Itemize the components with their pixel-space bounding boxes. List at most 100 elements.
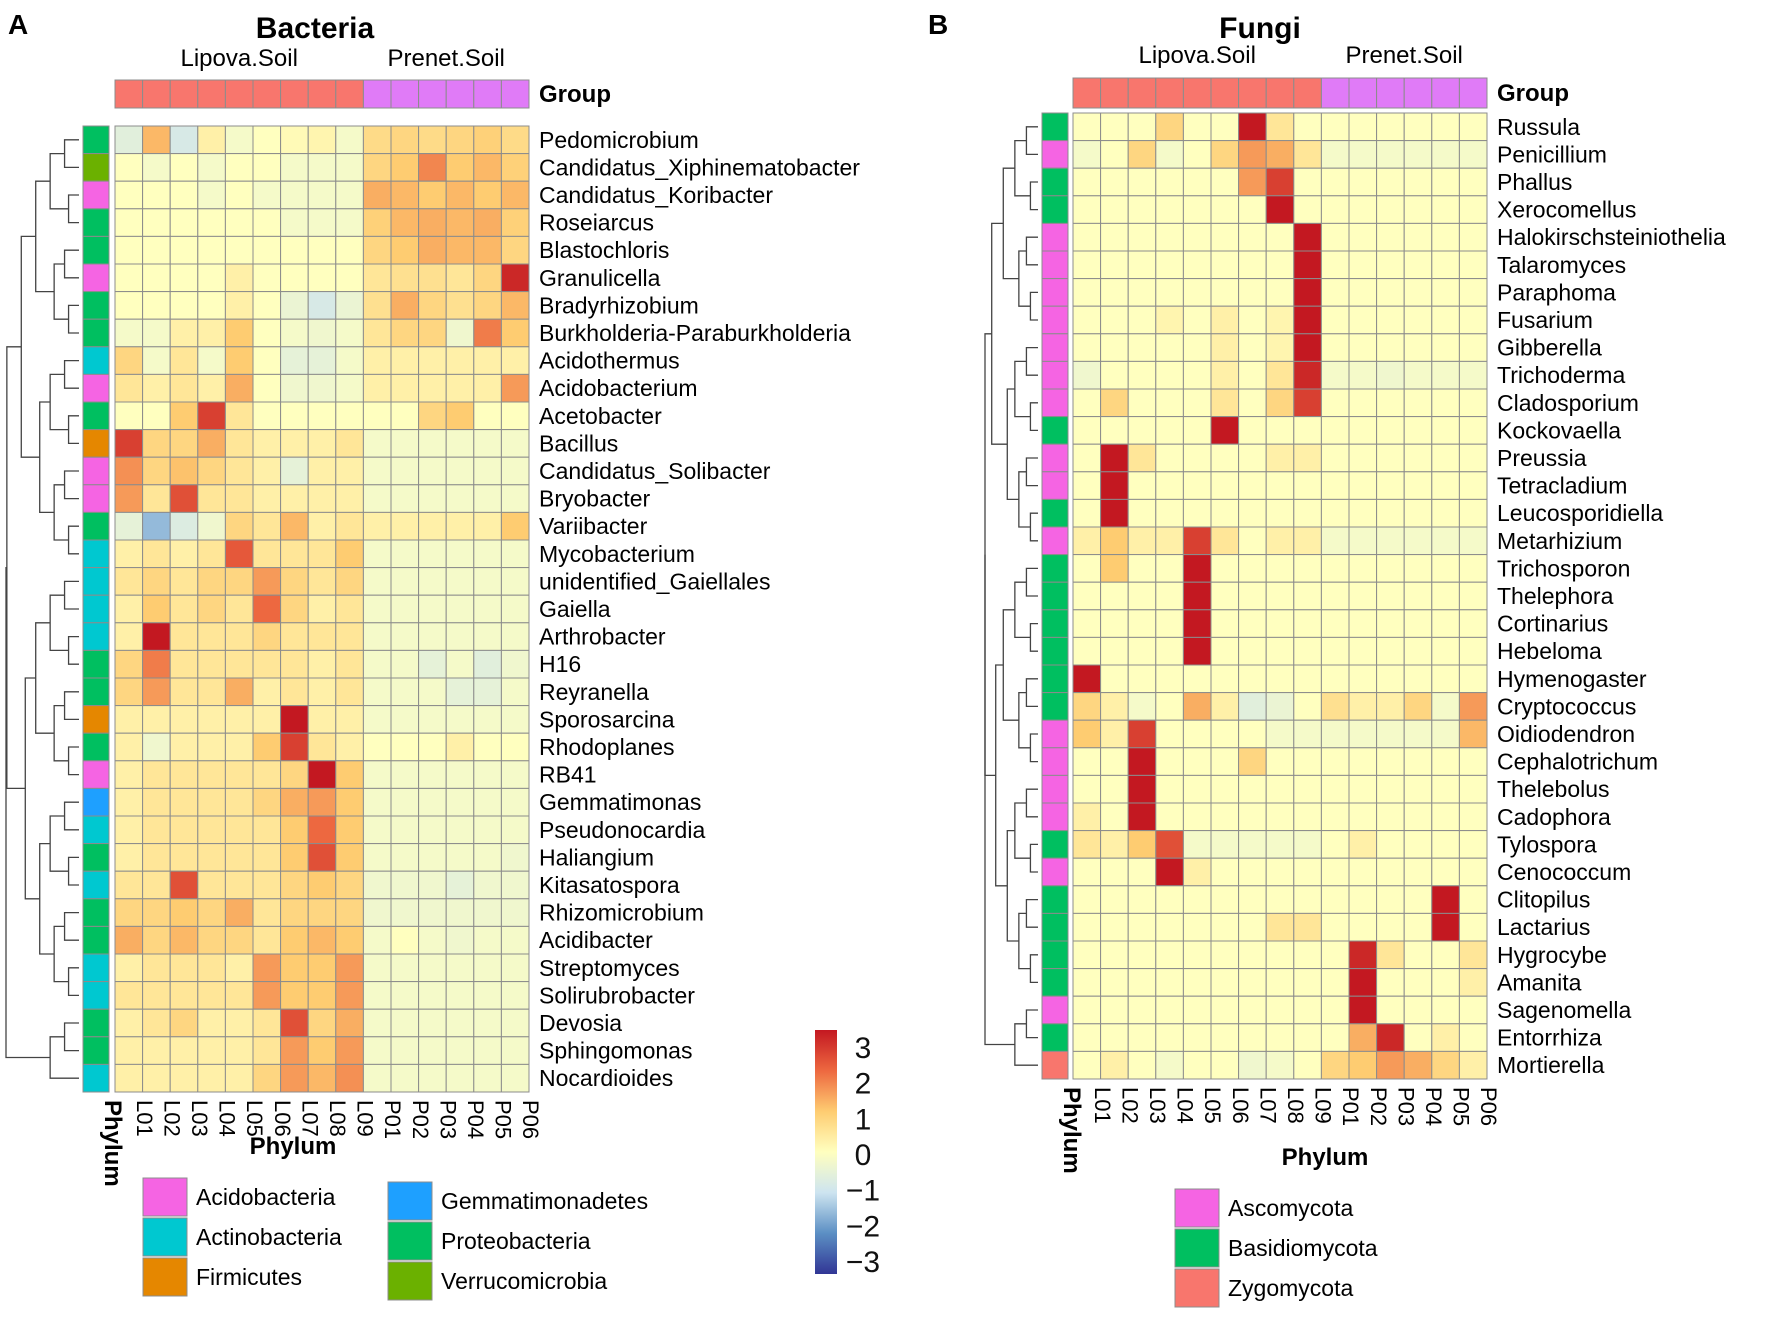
heatmap-cell [169,677,199,707]
heatmap-cell [1155,333,1184,362]
heatmap-cell [169,787,199,817]
heatmap-cell [1376,774,1405,804]
heatmap-cell [500,180,530,210]
heatmap-cell [197,1036,226,1065]
heatmap-cell [335,511,364,541]
heatmap-cell [1376,388,1405,418]
heatmap-cell [1320,167,1350,197]
heatmap-cell [1155,554,1184,583]
group-cell [1431,77,1460,109]
heatmap-cell [1348,278,1378,307]
heatmap-cell [1320,664,1350,694]
heatmap-cell [114,318,144,348]
heatmap-cell [1320,940,1350,970]
chart-title: Fungi [1219,12,1301,45]
heatmap-cell [1265,471,1295,500]
heatmap-cell [500,1036,530,1065]
heatmap-cell [1320,692,1350,721]
heatmap-cell [1403,195,1433,224]
legend-swatch [1174,1188,1220,1228]
column-label: P06 [518,1100,543,1139]
heatmap-cell [1293,885,1322,914]
row-label: Kockovaella [1497,417,1621,443]
heatmap-cell [1403,692,1433,721]
heatmap-cell [1320,360,1350,390]
heatmap-cell [1100,305,1129,335]
heatmap-cell [114,1063,144,1093]
heatmap-cell [142,705,171,734]
heatmap-cell [114,125,144,155]
heatmap-cell [1155,278,1184,307]
heatmap-cell [1293,1050,1322,1080]
heatmap-cell [1155,774,1184,804]
heatmap-cell [1431,222,1460,252]
heatmap-cell [335,815,364,845]
heatmap-cell [1100,1050,1129,1080]
heatmap-cell [418,677,447,707]
heatmap-cell [1458,278,1488,307]
heatmap-cell [307,925,337,955]
heatmap-cell [362,760,392,789]
legend-swatch [142,1217,188,1257]
heatmap-cell [418,318,447,348]
heatmap-cell [473,898,502,927]
phylum-cell [82,898,110,927]
heatmap-cell [252,539,282,569]
heatmap-cell [224,953,254,983]
phylum-cell [82,649,110,679]
heatmap-cell [1210,664,1240,694]
phylum-cell [82,1036,110,1065]
heatmap-cell [169,594,199,624]
heatmap-cell [1100,912,1129,942]
heatmap-cell [1458,885,1488,914]
group-cell [1458,77,1488,109]
legend-title: Phylum [1282,1144,1369,1171]
heatmap-cell [252,870,282,900]
colorbar-tick: 2 [855,1068,872,1101]
heatmap-cell [1072,995,1102,1025]
heatmap-cell [1265,278,1295,307]
heatmap-cell [1127,278,1157,307]
heatmap-cell [114,705,144,734]
heatmap-cell [224,484,254,513]
legend-swatch [387,1181,433,1221]
heatmap-cell [1376,195,1405,224]
heatmap-cell [197,291,226,320]
column-label: P04 [1421,1087,1446,1126]
heatmap-cell [473,1008,502,1038]
phylum-cell [82,373,110,403]
heatmap-cell [1100,664,1129,694]
heatmap-cell [418,649,447,679]
heatmap-cell [1100,802,1129,832]
heatmap-cell [307,732,337,762]
row-label: Mycobacterium [539,541,695,567]
heatmap-cell [418,760,447,789]
heatmap-cell [1320,195,1350,224]
heatmap-cell [473,125,502,155]
heatmap-cell [1238,305,1267,335]
legend-label: Basidiomycota [1228,1235,1378,1261]
phylum-cell [82,787,110,817]
heatmap-cell [1431,802,1460,832]
heatmap-cell [1210,581,1240,611]
legend-label: Verrucomicrobia [441,1268,607,1294]
heatmap-cell [1182,360,1212,390]
heatmap-cell [1210,774,1240,804]
heatmap-cell [500,870,530,900]
heatmap-cell [197,180,226,210]
heatmap-cell [1072,112,1102,142]
column-label: L01 [132,1100,157,1137]
heatmap-cell [1155,995,1184,1025]
heatmap-cell [1348,940,1378,970]
heatmap-cell [445,263,475,293]
heatmap-cell [1431,1023,1460,1052]
heatmap-cell [280,539,309,569]
heatmap-cell [1238,968,1267,997]
heatmap-cell [362,180,392,210]
heatmap-cell [1210,360,1240,390]
heatmap-cell [252,318,282,348]
heatmap-cell [390,925,420,955]
heatmap-cell [142,456,171,486]
phylum-cell [82,511,110,541]
